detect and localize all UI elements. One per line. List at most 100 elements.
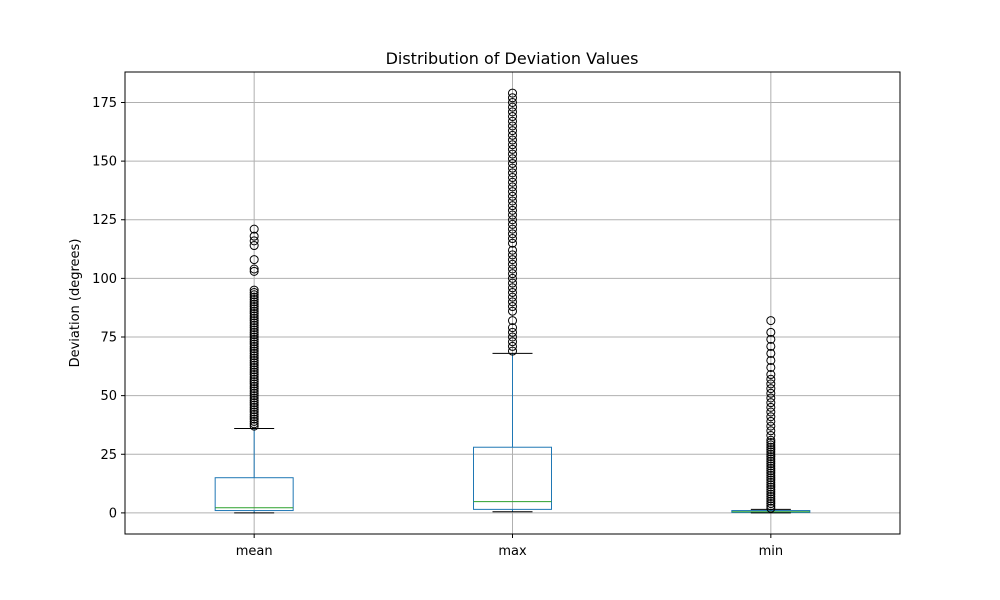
outlier-point <box>766 454 776 464</box>
outlier-point <box>249 316 259 326</box>
outlier-point <box>249 311 259 321</box>
outlier-point <box>766 466 776 476</box>
outlier-point <box>508 287 517 297</box>
outlier-point <box>249 346 259 356</box>
outlier-point <box>249 327 259 337</box>
outlier-point <box>249 255 259 265</box>
outlier-point <box>508 255 517 265</box>
outlier-point <box>249 266 259 276</box>
y-tick-label: 150 <box>92 155 117 170</box>
outlier-point <box>508 163 517 173</box>
outlier-point <box>508 337 517 347</box>
outlier-point <box>508 259 517 269</box>
outlier-point <box>249 358 259 368</box>
outlier-point <box>766 452 776 462</box>
outlier-point <box>249 412 259 422</box>
outlier-point <box>508 112 517 122</box>
outlier-point <box>249 236 259 246</box>
outlier-point <box>249 332 259 342</box>
outlier-point <box>249 334 259 344</box>
outlier-point <box>249 264 259 274</box>
outlier-point <box>249 287 259 297</box>
outlier-point <box>249 393 259 403</box>
outlier-point <box>249 398 259 408</box>
outlier-point <box>249 313 259 323</box>
outlier-point <box>249 353 259 363</box>
outlier-point <box>766 379 776 389</box>
y-tick-label: 25 <box>100 448 117 463</box>
outlier-point <box>249 362 259 372</box>
outlier-point <box>508 245 517 255</box>
outlier-point <box>249 421 259 431</box>
outlier-point <box>249 381 259 391</box>
outlier-point <box>508 283 517 293</box>
outlier-point <box>508 107 517 117</box>
outlier-point <box>508 102 517 112</box>
chart-title: Distribution of Deviation Values <box>386 49 639 68</box>
outlier-point <box>508 278 517 288</box>
outlier-point <box>249 294 259 304</box>
outlier-point <box>249 318 259 328</box>
outlier-point <box>766 440 776 450</box>
outlier-point <box>766 416 776 426</box>
outlier-point <box>508 238 517 248</box>
outlier-point <box>249 320 259 330</box>
outlier-point <box>249 379 259 389</box>
outlier-point <box>766 475 776 485</box>
outlier-point <box>766 445 776 455</box>
outlier-point <box>766 438 776 448</box>
outlier-point <box>766 327 776 337</box>
x-axis: mean max min <box>236 534 783 559</box>
outlier-point <box>508 187 517 197</box>
outlier-point <box>508 88 517 98</box>
outlier-point <box>508 121 517 131</box>
y-tick-label: 75 <box>100 331 117 346</box>
outlier-point <box>249 384 259 394</box>
outlier-point <box>249 285 259 295</box>
outlier-point <box>766 316 776 326</box>
outlier-point <box>766 355 776 365</box>
outlier-point <box>508 327 517 337</box>
outlier-point <box>766 473 776 483</box>
outlier-point <box>249 337 259 347</box>
outlier-point <box>249 377 259 387</box>
outlier-point <box>508 144 517 154</box>
outlier-point <box>249 400 259 410</box>
outlier-point <box>508 302 517 312</box>
outlier-point <box>766 370 776 380</box>
outlier-point <box>508 168 517 178</box>
outlier-point <box>766 442 776 452</box>
outlier-point <box>249 299 259 309</box>
outlier-point <box>766 487 776 497</box>
outlier-point <box>766 393 776 403</box>
outlier-point <box>508 135 517 145</box>
outlier-point <box>508 273 517 283</box>
outlier-point <box>508 219 517 229</box>
outlier-point <box>766 470 776 480</box>
outlier-point <box>508 316 517 326</box>
outlier-point <box>766 402 776 412</box>
outlier-point <box>766 374 776 384</box>
outlier-point <box>766 412 776 422</box>
outlier-point <box>249 355 259 365</box>
outlier-point <box>508 224 517 234</box>
outlier-point <box>766 468 776 478</box>
x-tick-label-mean: mean <box>236 544 273 559</box>
outlier-point <box>249 402 259 412</box>
outlier-point <box>508 116 517 126</box>
outlier-point <box>249 341 259 351</box>
outlier-point <box>766 477 776 487</box>
outlier-point <box>249 290 259 300</box>
outlier-point <box>249 325 259 335</box>
outlier-point <box>508 346 517 356</box>
outlier-point <box>508 292 517 302</box>
y-tick-label: 50 <box>100 389 117 404</box>
outlier-point <box>249 231 259 241</box>
box-group-max <box>473 88 552 513</box>
outlier-point <box>249 360 259 370</box>
outlier-point <box>508 130 517 140</box>
outlier-point <box>249 306 259 316</box>
outlier-point <box>508 250 517 260</box>
outlier-point <box>249 292 259 302</box>
